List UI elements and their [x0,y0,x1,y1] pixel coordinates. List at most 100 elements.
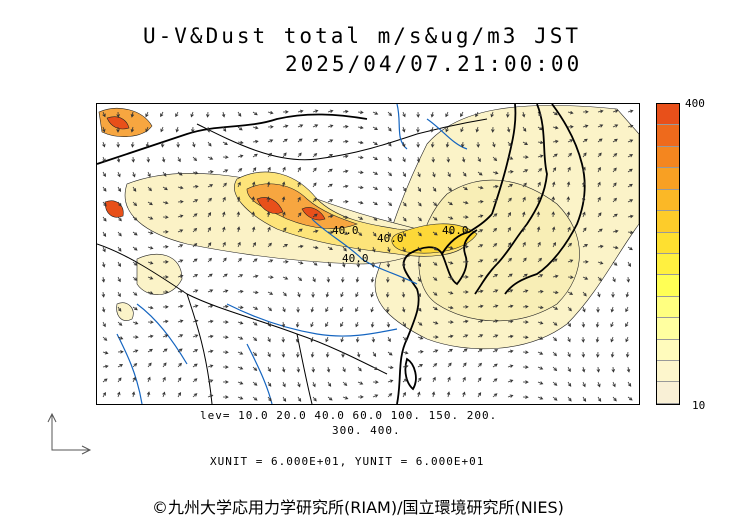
wind-arrow [177,377,182,383]
wind-arrow [372,231,377,237]
contour-label: 40.0 [442,224,469,237]
wind-arrow [462,305,469,309]
colorbar-swatch [657,168,679,190]
wind-arrow [627,183,633,188]
wind-arrow [432,261,438,266]
wind-arrow [447,261,454,265]
wind-arrow [312,152,318,158]
wind-arrow [417,171,421,178]
wind-arrow [567,166,571,173]
wind-arrow [507,184,514,188]
wind-arrow [582,291,587,297]
wind-arrow [252,321,258,326]
wind-arrow [222,211,226,218]
wind-arrow [252,111,258,116]
wind-arrow [342,261,346,268]
wind-arrow [612,381,616,388]
wind-arrow [612,229,619,234]
wind-arrow [417,377,422,383]
wind-arrow [162,376,166,383]
wind-arrow [372,351,377,357]
wind-arrow [222,141,228,146]
wind-arrow [282,306,286,313]
colorbar-swatch [657,189,679,212]
wind-arrow [507,197,512,203]
wind-arrow [207,334,214,339]
wind-arrow [597,212,602,218]
wind-arrow [237,366,244,370]
wind-arrow [325,321,329,328]
wind-arrow [522,350,529,354]
wind-arrow [372,366,379,370]
wind-arrow [611,291,615,298]
wind-arrow [222,289,229,293]
wind-arrow [462,171,467,177]
wind-arrow [281,336,286,343]
wind-arrow [506,111,510,118]
wind-arrow [447,305,454,310]
wind-arrow [521,111,526,118]
wind-arrow [177,214,184,218]
wind-arrow [522,155,529,159]
wind-arrow [252,167,257,173]
wind-arrow [612,182,617,188]
wind-arrow [101,291,106,298]
wind-arrow [297,261,304,265]
wind-arrow [402,186,407,192]
wind-arrow [192,213,198,218]
wind-arrow [551,211,556,218]
wind-arrow [610,321,614,328]
wind-arrow [147,334,154,339]
wind-arrow [612,197,617,203]
wind-arrow [101,261,106,268]
wind-arrow [537,381,544,385]
wind-arrow [222,196,226,203]
wind-arrow [340,306,344,313]
wind-arrow [402,364,409,369]
wind-arrow [492,171,499,175]
wind-arrow [537,126,543,131]
wind-arrow [310,351,315,358]
wind-arrow [237,181,241,188]
wind-arrow [162,391,166,398]
wind-arrow [402,216,407,222]
wind-arrow [581,336,585,343]
wind-arrow [325,306,329,313]
wind-arrow [177,362,182,368]
wind-arrow [417,306,422,312]
wind-arrow [296,366,301,373]
wind-arrow [432,362,438,368]
wind-arrow [147,305,154,310]
wind-arrow [207,141,212,147]
wind-arrow [102,171,106,178]
wind-arrow [507,394,514,398]
wind-arrow [266,211,271,218]
wind-arrow [207,364,214,368]
wind-arrow [507,319,514,324]
wind-arrow [341,351,345,358]
wind-arrow [162,290,169,294]
wind-arrow [222,350,229,354]
wind-arrow [342,231,349,235]
wind-arrow [162,230,169,234]
wind-arrow [192,184,199,189]
wind-arrow [117,276,121,283]
wind-arrow [312,109,319,113]
colorbar-min-label: 10 [692,399,706,412]
wind-arrow [372,186,379,190]
wind-arrow [401,261,406,268]
wind-arrow [311,366,316,373]
wind-arrow [595,336,600,343]
colorbar-swatch [657,318,679,340]
wind-arrow [160,141,165,148]
wind-arrow [342,199,349,204]
wind-arrow [177,229,184,233]
wind-arrow [507,141,512,147]
wind-arrow [372,216,378,221]
wind-arrow [327,381,332,387]
wind-arrow [432,335,439,339]
wind-arrow [102,201,107,207]
wind-arrow [357,200,364,205]
wind-arrow [537,154,544,158]
wind-arrow [252,241,256,248]
